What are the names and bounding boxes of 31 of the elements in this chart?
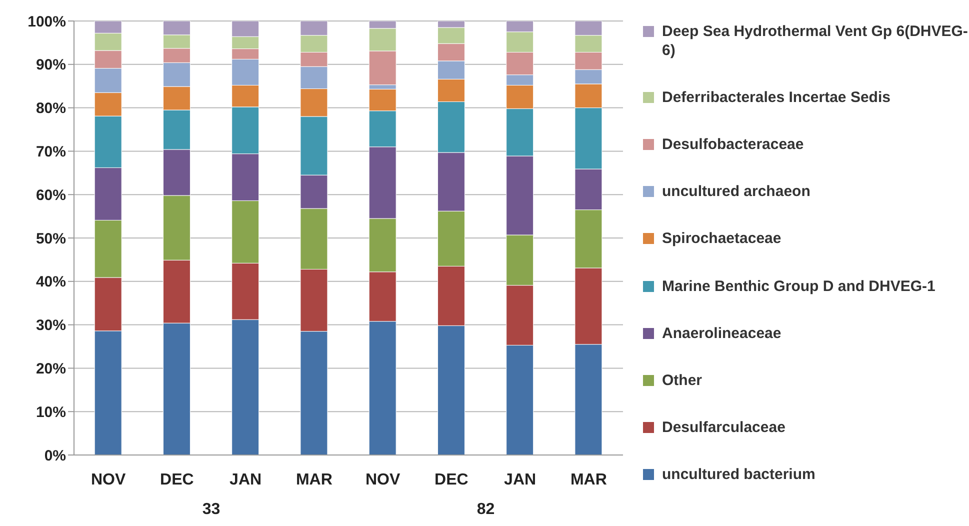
- y-tick-label: 80%: [36, 100, 66, 118]
- y-tick-label: 90%: [36, 56, 66, 74]
- legend-label: Desulfarculaceae: [662, 418, 786, 437]
- text: 33: [201, 501, 222, 519]
- legend-label: Spirochaetaceae: [662, 229, 782, 248]
- y-tick-label: 20%: [36, 360, 66, 378]
- legend-label: Other: [662, 370, 702, 390]
- legend-label: Marine Benthic Group D and DHVEG-1: [662, 276, 936, 296]
- y-tick-label: 60%: [36, 186, 66, 204]
- y-tick-label: 70%: [36, 144, 66, 161]
- legend-label: Deep Sea Hydrothermal Vent Gp 6(DHVEG-6): [662, 22, 968, 60]
- x-tick-label: DEC: [160, 471, 194, 488]
- y-tick-label: 10%: [36, 404, 66, 421]
- legend-label: Deferribacterales Incertae Sedis: [662, 88, 890, 108]
- x-tick-label: MAR: [296, 471, 333, 488]
- x-tick-label: NOV: [90, 471, 126, 488]
- legend-label: Desulfobacteraceae: [662, 135, 804, 154]
- x-tick-label: JAN: [504, 471, 536, 488]
- y-tick-label: 40%: [36, 274, 66, 291]
- x-tick-label: JAN: [230, 471, 262, 488]
- x-tick-label: NOV: [365, 471, 400, 488]
- y-tick-label: 50%: [36, 230, 66, 248]
- y-tick-label: 30%: [36, 317, 66, 334]
- legend-label: Anaerolineaceae: [662, 324, 782, 343]
- y-tick-label: 100%: [28, 13, 66, 30]
- x-tick-label: MAR: [570, 471, 608, 488]
- text: 82: [476, 501, 496, 519]
- legend-label: uncultured archaeon: [662, 182, 810, 202]
- y-tick-label: 0%: [44, 447, 66, 464]
- x-tick-label: DEC: [434, 471, 469, 488]
- legend-label: uncultured bacterium: [662, 464, 816, 484]
